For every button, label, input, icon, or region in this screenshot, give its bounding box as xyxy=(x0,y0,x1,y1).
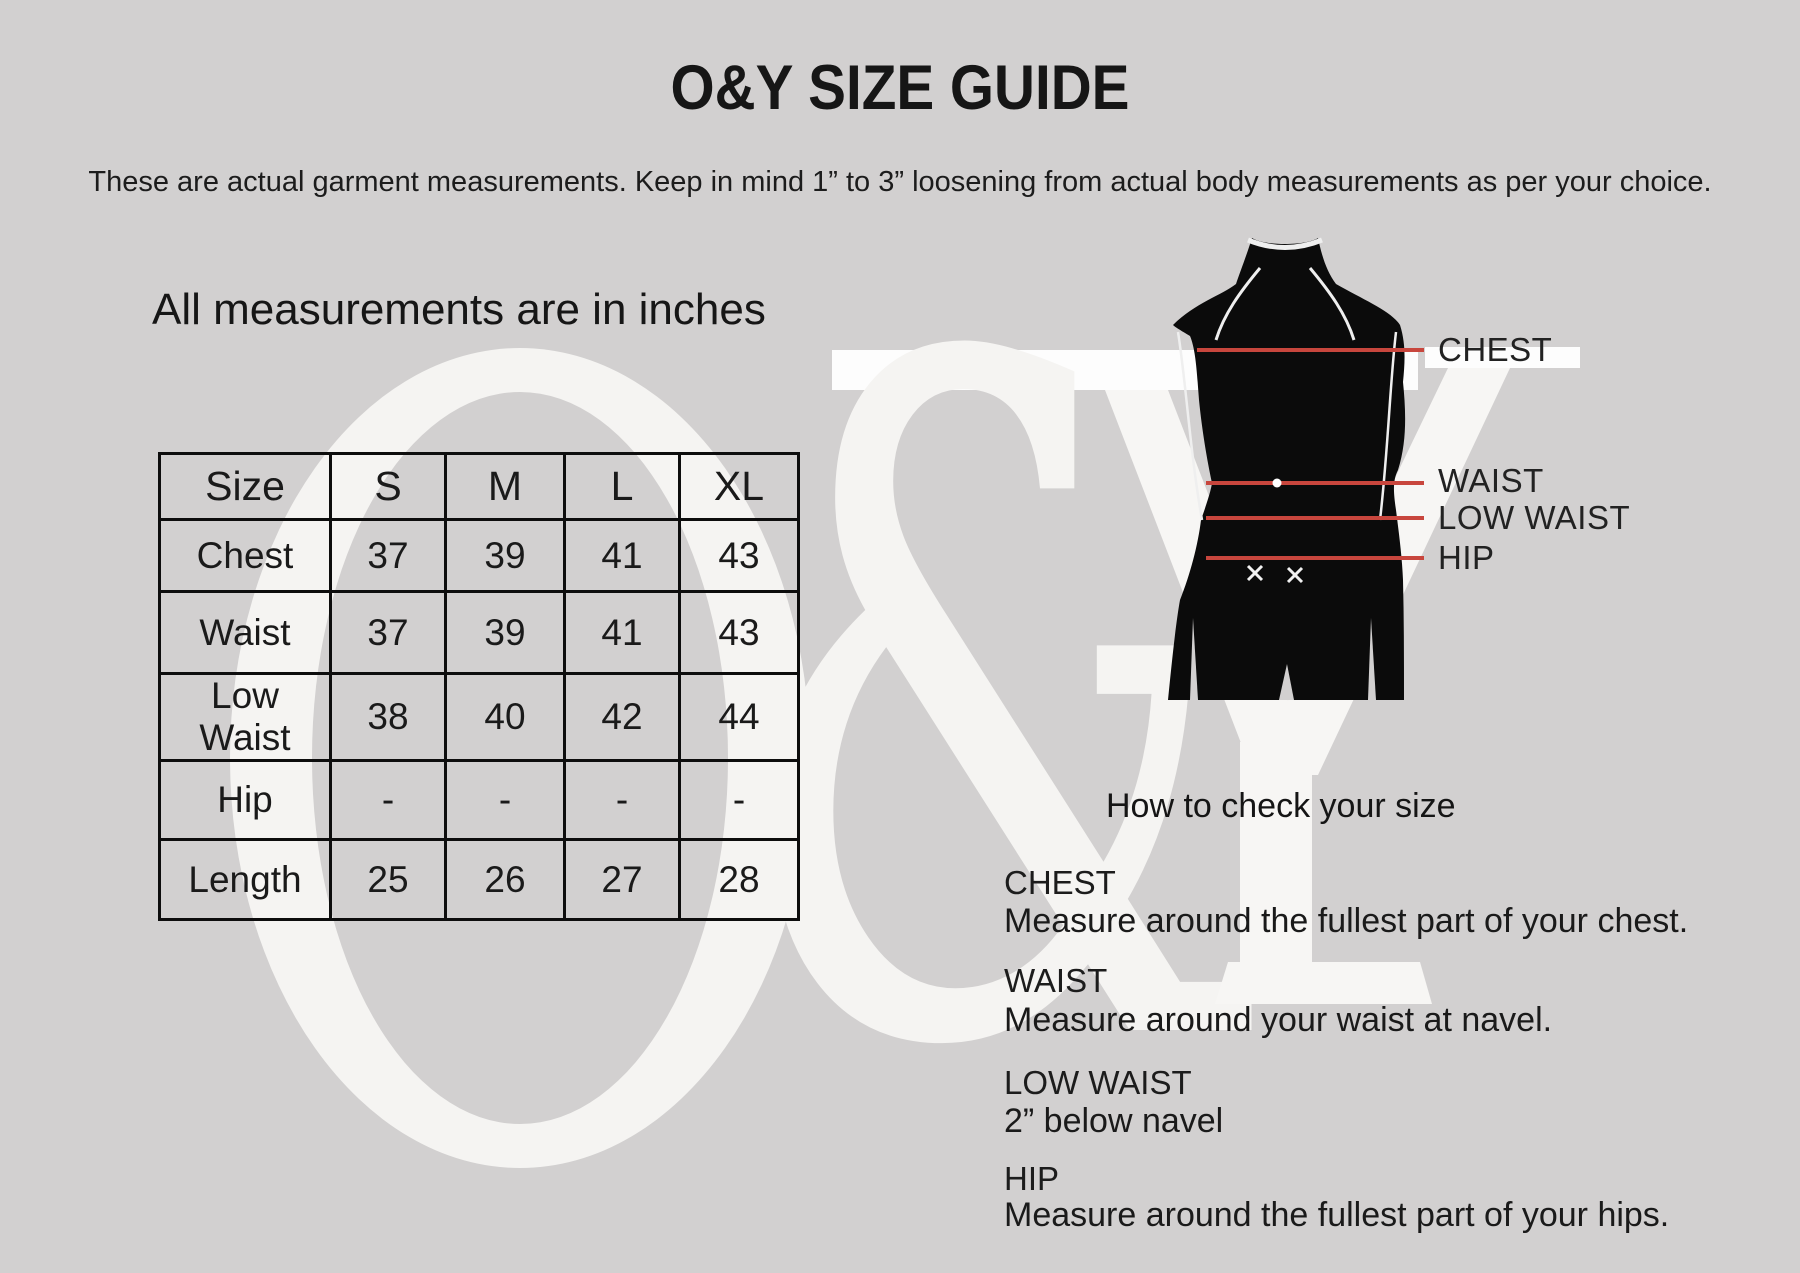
watermark-y-serif-bar xyxy=(1425,347,1580,368)
row-label: Chest xyxy=(158,518,332,593)
table-cell: - xyxy=(563,759,681,841)
table-cell: 43 xyxy=(678,590,800,675)
hip-section-title: HIP xyxy=(1004,1160,1060,1197)
figure-silhouette xyxy=(1168,237,1406,700)
low-waist-section-title: LOW WAIST xyxy=(1004,1064,1192,1101)
size-table-container: Size S M L XL Chest 37 39 41 43 Waist 37 39 41 43 Low … xyxy=(158,452,800,921)
size-table: Size S M L XL Chest 37 39 41 43 Waist 37 39 41 43 Low … xyxy=(158,452,800,921)
chest-section-desc: Measure around the fullest part of your … xyxy=(1004,902,1689,940)
table-cell: - xyxy=(329,759,447,841)
navel-dot xyxy=(1272,478,1282,488)
page-title: O&Y SIZE GUIDE xyxy=(670,53,1130,123)
table-cell: 42 xyxy=(563,672,681,762)
table-row: Chest 37 39 41 43 xyxy=(158,518,800,593)
row-label: Low Waist xyxy=(158,672,332,762)
size-column-xl: XL xyxy=(678,452,800,521)
table-cell: 37 xyxy=(329,590,447,675)
table-row: Hip - - - - xyxy=(158,759,800,841)
size-column-m: M xyxy=(444,452,566,521)
table-row: Waist 37 39 41 43 xyxy=(158,590,800,675)
table-cell: 41 xyxy=(563,518,681,593)
table-cell: 27 xyxy=(563,838,681,921)
table-cell: 43 xyxy=(678,518,800,593)
row-label: Length xyxy=(158,838,332,921)
low-waist-section-desc: 2” below navel xyxy=(1004,1102,1224,1140)
chest-section-title: CHEST xyxy=(1004,864,1116,901)
table-cell: - xyxy=(678,759,800,841)
table-cell: 39 xyxy=(444,590,566,675)
row-label: Hip xyxy=(158,759,332,841)
table-cell: 28 xyxy=(678,838,800,921)
table-cell: 25 xyxy=(329,838,447,921)
size-table-header: Size S M L XL xyxy=(158,452,800,521)
table-cell: 39 xyxy=(444,518,566,593)
figure-stitch-marks xyxy=(1246,564,1304,584)
waist-section-title: WAIST xyxy=(1004,962,1108,999)
table-cell: 41 xyxy=(563,590,681,675)
row-label: Waist xyxy=(158,590,332,675)
measurement-lines xyxy=(1197,348,1424,560)
waist-label: WAIST xyxy=(1438,462,1544,499)
table-cell: 44 xyxy=(678,672,800,762)
size-column-s: S xyxy=(329,452,447,521)
size-table-body: Chest 37 39 41 43 Waist 37 39 41 43 Low Waist 38 40 4… xyxy=(158,518,800,921)
units-note: All measurements are in inches xyxy=(152,285,766,334)
chest-label: CHEST xyxy=(1438,331,1553,368)
page-subtitle: These are actual garment measurements. K… xyxy=(88,166,1712,198)
watermark-ampersand: & xyxy=(727,169,1281,1250)
size-column-header: Size xyxy=(158,452,332,521)
low-waist-label: LOW WAIST xyxy=(1438,499,1631,536)
hip-section-desc: Measure around the fullest part of your … xyxy=(1004,1196,1670,1234)
table-cell: 37 xyxy=(329,518,447,593)
table-row: Low Waist 38 40 42 44 xyxy=(158,672,800,762)
table-row: Length 25 26 27 28 xyxy=(158,838,800,921)
howto-heading: How to check your size xyxy=(1106,787,1456,825)
figure-bottom-gaps xyxy=(1190,618,1376,700)
size-column-l: L xyxy=(563,452,681,521)
waist-section-desc: Measure around your waist at navel. xyxy=(1004,1001,1553,1039)
table-cell: 40 xyxy=(444,672,566,762)
table-cell: 38 xyxy=(329,672,447,762)
hip-label: HIP xyxy=(1438,539,1495,576)
table-cell: 26 xyxy=(444,838,566,921)
table-cell: - xyxy=(444,759,566,841)
